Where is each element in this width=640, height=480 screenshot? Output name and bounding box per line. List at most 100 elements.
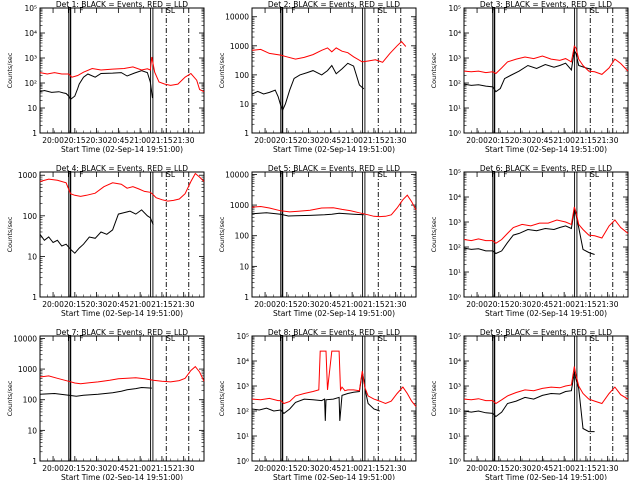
panel-title: Det 1: BLACK = Events, RED = LLD <box>56 0 188 9</box>
series-line-lld <box>463 44 629 75</box>
y-tick-label: 10⁴ <box>236 357 249 366</box>
x-tick-label: 20:15 <box>488 300 510 309</box>
x-tick-label: 20:45 <box>108 300 130 309</box>
panel-title: Det 8: BLACK = Events, RED = LLD <box>268 328 400 337</box>
series-line-events <box>39 209 154 254</box>
x-tick-label: 20:00 <box>42 300 64 309</box>
series-line-lld <box>39 172 205 202</box>
y-axis-label: Counts/sec <box>430 52 438 88</box>
y-tick-label: 10000 <box>13 334 37 343</box>
y-tick-label: 10¹ <box>448 104 461 113</box>
marker-label: SL <box>166 6 176 15</box>
marker-label: SL <box>590 334 600 343</box>
x-tick-label: 21:30 <box>597 136 619 145</box>
x-tick-label: 21:00 <box>553 136 575 145</box>
series-line-events <box>251 212 364 217</box>
x-tick-label: 21:00 <box>553 464 575 473</box>
x-tick-label: 21:30 <box>385 464 407 473</box>
panel-title: Det 5: BLACK = Events, RED = LLD <box>268 164 400 173</box>
x-tick-label: 20:30 <box>86 136 108 145</box>
x-tick-label: 20:45 <box>108 464 130 473</box>
marker-label: F <box>491 334 495 343</box>
marker-label: F <box>279 6 283 15</box>
y-tick-label: 10⁰ <box>448 129 461 138</box>
series-line-events <box>463 372 595 433</box>
series-line-events <box>39 386 152 397</box>
y-tick-label: 10 <box>27 252 37 261</box>
y-axis-label: Counts/sec <box>218 380 226 416</box>
x-axis-label: Start Time (02-Sep-14 19:51:00) <box>485 145 607 154</box>
x-axis-label: Start Time (02-Sep-14 19:51:00) <box>273 309 395 318</box>
series-line-events <box>463 208 595 255</box>
y-tick-label: 1 <box>32 129 37 138</box>
y-tick-label: 1000 <box>230 42 249 51</box>
y-tick-label: 10¹ <box>448 432 461 441</box>
y-tick-label: 10³ <box>448 382 461 391</box>
y-axis-label: Counts/sec <box>218 216 226 252</box>
x-tick-label: 20:15 <box>64 136 86 145</box>
y-tick-label: 10000 <box>225 13 249 22</box>
x-tick-label: 21:15 <box>363 300 385 309</box>
y-tick-label: 1 <box>244 293 249 302</box>
x-tick-label: 21:30 <box>173 464 195 473</box>
y-axis-label: Counts/sec <box>218 52 226 88</box>
x-tick-label: 20:45 <box>320 300 342 309</box>
x-tick-label: 21:30 <box>385 300 407 309</box>
x-tick-label: 21:15 <box>363 464 385 473</box>
y-tick-label: 10⁴ <box>448 357 461 366</box>
x-tick-label: 20:15 <box>64 464 86 473</box>
x-tick-label: 21:30 <box>597 464 619 473</box>
marker-label: F <box>67 334 71 343</box>
y-tick-label: 10 <box>27 426 37 435</box>
y-tick-label: 10² <box>236 407 249 416</box>
x-tick-label: 20:30 <box>298 136 320 145</box>
marker-label: SL <box>378 334 388 343</box>
y-tick-label: 1 <box>244 129 249 138</box>
x-tick-label: 20:30 <box>510 136 532 145</box>
marker-label: SL <box>378 170 388 179</box>
y-tick-label: 10⁰ <box>448 293 461 302</box>
x-tick-label: 21:15 <box>151 136 173 145</box>
x-tick-label: 21:30 <box>173 300 195 309</box>
y-tick-label: 1 <box>32 457 37 466</box>
y-axis-label: Counts/sec <box>6 380 14 416</box>
x-tick-label: 21:00 <box>553 300 575 309</box>
x-tick-label: 20:45 <box>320 464 342 473</box>
y-tick-label: 1000 <box>230 201 249 210</box>
marker-label: F <box>291 334 295 343</box>
marker-label: F <box>491 6 495 15</box>
marker-label: F <box>503 170 507 179</box>
x-axis-label: Start Time (02-Sep-14 19:51:00) <box>61 309 183 318</box>
x-tick-label: 20:00 <box>254 464 276 473</box>
x-tick-label: 21:00 <box>341 136 363 145</box>
y-tick-label: 10¹ <box>236 432 249 441</box>
x-tick-label: 20:00 <box>466 464 488 473</box>
series-line-events <box>39 70 153 101</box>
x-tick-label: 20:30 <box>510 464 532 473</box>
y-tick-label: 10⁵ <box>24 4 37 13</box>
panel-title: Det 6: BLACK = Events, RED = LLD <box>480 164 612 173</box>
x-tick-label: 21:15 <box>575 464 597 473</box>
marker-label: F <box>291 6 295 15</box>
x-axis-label: Start Time (02-Sep-14 19:51:00) <box>485 473 607 480</box>
x-tick-label: 20:00 <box>466 300 488 309</box>
y-tick-label: 100 <box>235 232 250 241</box>
y-tick-label: 10² <box>448 243 461 252</box>
series-line-events <box>251 62 365 112</box>
x-tick-label: 20:15 <box>276 464 298 473</box>
panel-title: Det 9: BLACK = Events, RED = LLD <box>480 328 612 337</box>
x-axis-label: Start Time (02-Sep-14 19:51:00) <box>485 309 607 318</box>
panel-det-4: 1 10 100 1000 20:00 20:15 20:30 20:45 21:00 21:15… <box>6 164 205 318</box>
marker-label: F <box>79 334 83 343</box>
y-tick-label: 10² <box>448 407 461 416</box>
y-tick-label: 10⁵ <box>448 332 461 341</box>
x-tick-label: 20:45 <box>532 464 554 473</box>
y-tick-label: 10⁰ <box>448 457 461 466</box>
x-tick-label: 20:00 <box>42 136 64 145</box>
marker-label: F <box>503 6 507 15</box>
y-tick-label: 10⁴ <box>24 29 37 38</box>
plot-frame <box>463 335 629 462</box>
y-tick-label: 100 <box>235 71 250 80</box>
